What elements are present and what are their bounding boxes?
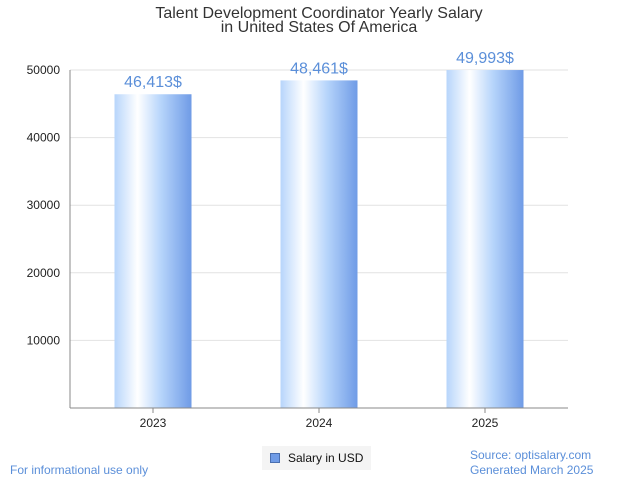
chart-title-line-2: in United States Of America (221, 19, 418, 36)
x-tick-label: 2023 (140, 416, 167, 430)
data-label-2023: 46,413$ (124, 74, 182, 91)
bar-2025[interactable] (446, 70, 524, 409)
chart-title-line-1: Talent Development Coordinator Yearly Sa… (155, 5, 482, 22)
y-tick-label: 30000 (27, 198, 61, 212)
data-label-2025: 49,993$ (456, 50, 514, 67)
generated-text: Generated March 2025 (470, 463, 594, 477)
x-tick-label: 2024 (306, 416, 333, 430)
source-block: Source: optisalary.com Generated March 2… (470, 448, 593, 478)
legend-label: Salary in USD (288, 451, 364, 465)
y-tick-label: 20000 (27, 266, 61, 280)
legend-swatch (270, 453, 280, 463)
y-tick-label: 50000 (27, 63, 61, 77)
x-tick-label: 2025 (472, 416, 499, 430)
legend[interactable]: Salary in USD (262, 446, 372, 470)
bar-2023[interactable] (114, 94, 192, 409)
disclaimer-text: For informational use only (10, 463, 149, 477)
y-tick-label: 10000 (27, 333, 61, 347)
data-label-2024: 48,461$ (290, 60, 348, 77)
bar-2024[interactable] (280, 80, 358, 409)
source-text: Source: optisalary.com (470, 448, 592, 462)
y-tick-label: 40000 (27, 131, 61, 145)
